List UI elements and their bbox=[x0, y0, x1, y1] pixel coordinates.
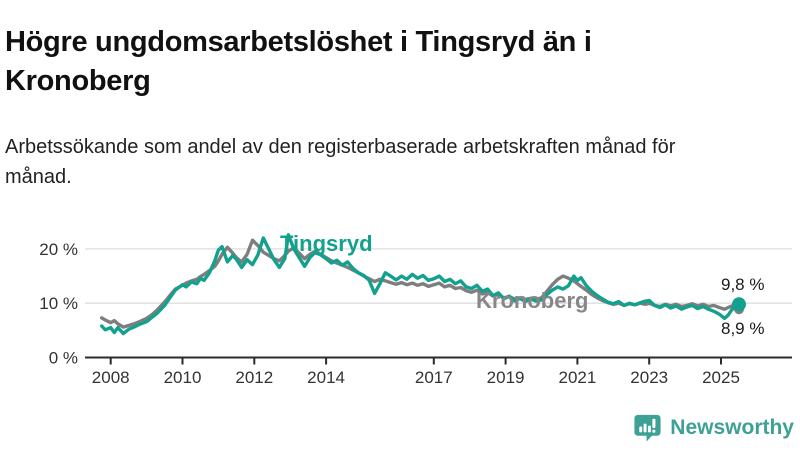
x-tick-label: 2023 bbox=[630, 368, 668, 387]
tingsryd-series-label: Tingsryd bbox=[280, 231, 373, 256]
x-tick-label: 2014 bbox=[307, 368, 345, 387]
brand-name: Newsworthy bbox=[670, 415, 794, 439]
x-tick-label: 2010 bbox=[164, 368, 202, 387]
newsworthy-logo: Newsworthy bbox=[632, 412, 794, 443]
x-tick-label: 2025 bbox=[702, 368, 740, 387]
tingsryd-end-dot bbox=[732, 297, 746, 312]
chart-title: Högre ungdomsarbetslöshet i Tingsryd än … bbox=[5, 26, 592, 98]
kronoberg-end-value-label: 8,9 % bbox=[721, 319, 764, 338]
y-tick-label: 10 % bbox=[39, 294, 78, 313]
tingsryd-line bbox=[99, 233, 741, 336]
y-tick-label: 20 % bbox=[39, 240, 78, 259]
bar-chart-speech-bubble-icon bbox=[634, 414, 661, 442]
x-tick-label: 2019 bbox=[487, 368, 525, 387]
x-tick-label: 2021 bbox=[558, 368, 596, 387]
x-tick-label: 2012 bbox=[235, 368, 273, 387]
chart-subtitle: Arbetssökande som andel av den registerb… bbox=[5, 136, 676, 188]
unemployment-chart: 0 % 10 % 20 % 2008 2010 2012 2014 2017 2019 2021 2… bbox=[39, 231, 792, 387]
x-tick-label: 2017 bbox=[415, 368, 453, 387]
kronoberg-series-label: Kronoberg bbox=[476, 288, 588, 313]
tingsryd-end-value-label: 9,8 % bbox=[721, 275, 764, 294]
x-tick-label: 2008 bbox=[92, 368, 130, 387]
y-tick-label: 0 % bbox=[49, 349, 78, 368]
